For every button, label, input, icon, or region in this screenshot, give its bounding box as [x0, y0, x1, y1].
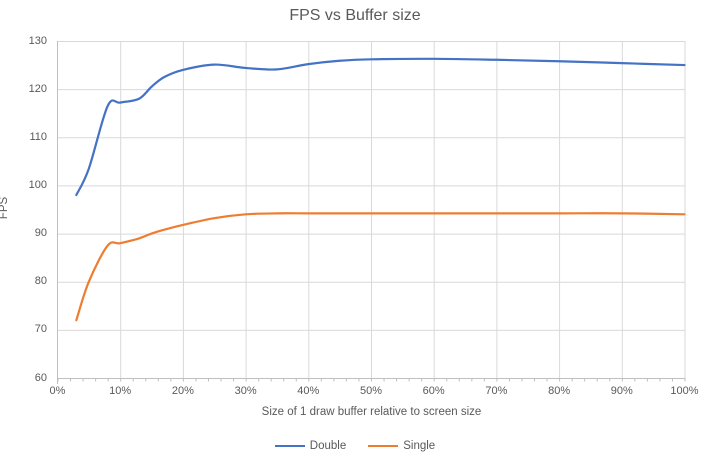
x-tick-label: 90%	[610, 385, 633, 397]
y-tick-label: 100	[28, 178, 47, 191]
legend-swatch-double	[274, 444, 305, 448]
legend-item-double: Double	[274, 440, 347, 452]
y-tick-label: 90	[34, 227, 47, 240]
y-tick-label: 120	[28, 82, 47, 95]
x-tick-label: 60%	[422, 385, 445, 397]
x-axis-title: Size of 1 draw buffer relative to screen…	[261, 406, 482, 418]
chart-title: FPS vs Buffer size	[289, 7, 421, 24]
x-tick-label: 20%	[171, 385, 194, 397]
y-axis-title: FPS	[0, 196, 10, 220]
legend: Double Single	[0, 440, 710, 452]
x-tick-label: 0%	[49, 385, 66, 397]
y-tick-label: 110	[29, 130, 47, 143]
legend-swatch-single	[368, 444, 399, 448]
x-tick-label: 40%	[297, 385, 320, 397]
x-tick-label: 70%	[485, 385, 508, 397]
y-tick-label: 130	[28, 34, 47, 47]
legend-item-single: Single	[368, 440, 435, 452]
x-tick-label: 80%	[548, 385, 571, 397]
x-tick-label: 30%	[234, 385, 257, 397]
y-tick-label: 60	[34, 371, 47, 384]
y-tick-label: 70	[34, 323, 47, 336]
series-line-double	[75, 57, 686, 197]
series-line-single	[75, 212, 686, 322]
y-tick-label: 80	[34, 275, 47, 288]
legend-label-single: Single	[403, 440, 436, 452]
x-tick-label: 50%	[359, 385, 383, 397]
x-tick-label: 100%	[670, 385, 699, 397]
x-tick-label: 10%	[109, 385, 132, 397]
legend-label-double: Double	[309, 440, 347, 452]
